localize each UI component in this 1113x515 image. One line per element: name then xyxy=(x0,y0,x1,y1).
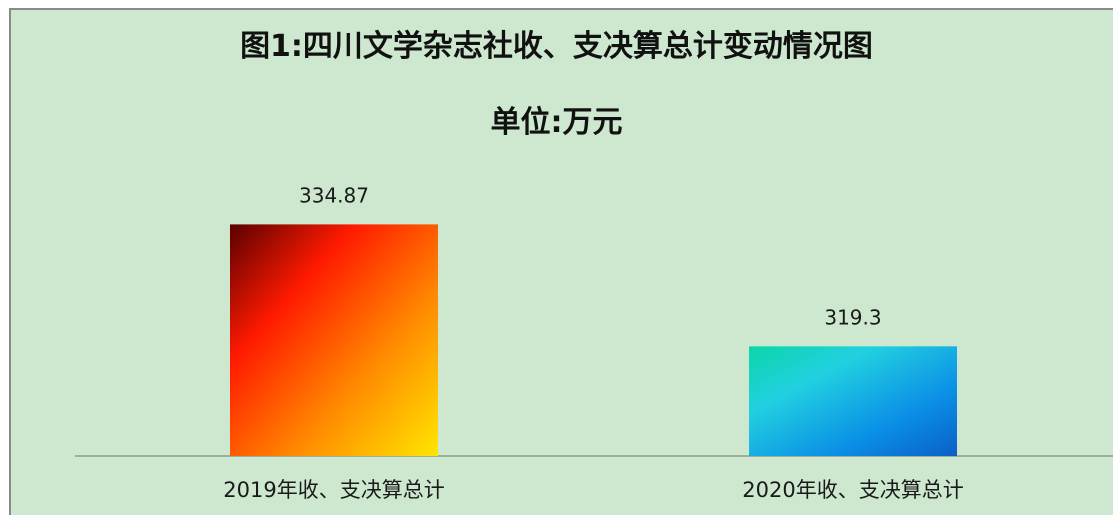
data-label-1: 319.3 xyxy=(824,305,881,329)
category-label-0: 2019年收、支决算总计 xyxy=(223,478,444,502)
data-label-0: 334.87 xyxy=(299,183,369,207)
category-label-1: 2020年收、支决算总计 xyxy=(742,478,963,502)
bar-1 xyxy=(749,346,957,456)
bar-0 xyxy=(230,224,438,456)
